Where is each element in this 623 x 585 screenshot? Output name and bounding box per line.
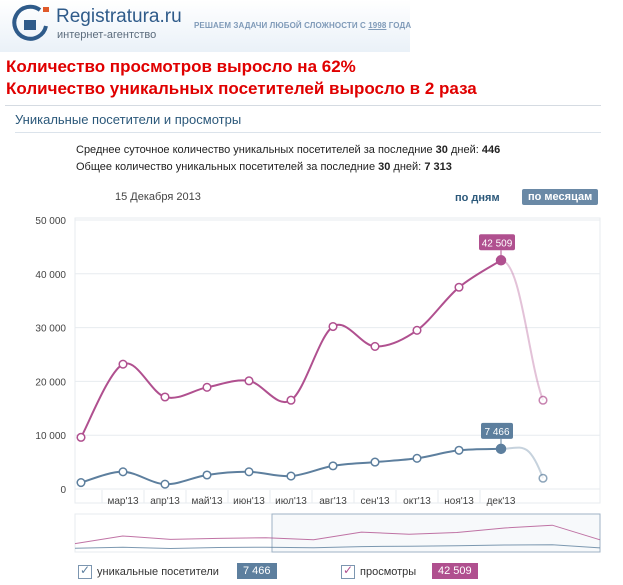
x-tick-label: авг'13 bbox=[319, 496, 347, 507]
x-tick-label: июн'13 bbox=[233, 496, 265, 507]
data-point-unique[interactable] bbox=[76, 477, 86, 488]
y-tick-label: 10 000 bbox=[35, 431, 66, 442]
y-tick-label: 50 000 bbox=[35, 216, 66, 227]
data-point-views[interactable] bbox=[538, 395, 548, 405]
panel-title: Уникальные посетители и просмотры bbox=[15, 112, 242, 127]
views-value-badge: 42 509 bbox=[432, 563, 478, 579]
plot-area bbox=[74, 217, 601, 504]
tagline-text: РЕШАЕМ ЗАДАЧИ ЛЮБОЙ СЛОЖНОСТИ С bbox=[194, 21, 369, 30]
stat-text: дней: bbox=[390, 161, 425, 173]
y-tick-label: 20 000 bbox=[35, 377, 66, 388]
stat-daily-average: Среднее суточное количество уникальных п… bbox=[76, 144, 500, 156]
data-point-views[interactable] bbox=[370, 341, 380, 351]
date-label: 15 Декабря 2013 bbox=[115, 191, 201, 203]
value-flag-views bbox=[479, 234, 515, 251]
series-tail-views bbox=[500, 259, 544, 401]
data-point-views[interactable] bbox=[454, 282, 464, 292]
data-point-views[interactable] bbox=[495, 255, 507, 266]
data-point-views[interactable] bbox=[244, 376, 254, 386]
data-point-views[interactable] bbox=[328, 321, 338, 332]
data-point-unique[interactable] bbox=[244, 467, 254, 477]
legend-label-unique: уникальные посетители bbox=[97, 566, 219, 578]
stat-days: 30 bbox=[435, 144, 448, 156]
data-point-views[interactable] bbox=[286, 395, 296, 405]
data-point-unique[interactable] bbox=[412, 453, 422, 463]
data-point-views[interactable] bbox=[412, 325, 422, 335]
headline-views: Количество просмотров выросло на 62% bbox=[6, 57, 356, 76]
x-tick-label: ноя'13 bbox=[444, 496, 474, 507]
stat-text: Общее количество уникальных посетителей … bbox=[76, 161, 379, 173]
y-tick-label: 30 000 bbox=[35, 324, 66, 335]
x-tick-label: дек'13 bbox=[487, 496, 516, 507]
data-point-unique[interactable] bbox=[538, 473, 548, 483]
data-point-unique[interactable] bbox=[202, 470, 212, 480]
stat-value: 7 313 bbox=[424, 161, 452, 173]
stat-value: 446 bbox=[481, 144, 501, 156]
value-flag-label: 42 509 bbox=[482, 238, 513, 249]
legend: уникальные посетители 7 466 просмотры 42… bbox=[78, 563, 598, 583]
stat-days: 30 bbox=[378, 161, 391, 173]
unique-checkbox[interactable] bbox=[78, 563, 92, 579]
x-tick-label: июл'13 bbox=[275, 496, 307, 507]
data-point-unique[interactable] bbox=[160, 479, 170, 489]
stat-text: Среднее суточное количество уникальных п… bbox=[76, 144, 436, 156]
tagline-end: ГОДА bbox=[386, 21, 412, 30]
x-tick-label: май'13 bbox=[191, 496, 222, 507]
overview-line-unique bbox=[74, 544, 601, 550]
value-flag-unique bbox=[481, 422, 513, 439]
by-months-button[interactable]: по месяцам bbox=[522, 189, 599, 205]
value-flag-label: 7 466 bbox=[484, 427, 509, 438]
unique-value-badge: 7 466 bbox=[237, 563, 277, 579]
views-checkbox[interactable] bbox=[341, 563, 355, 579]
data-point-unique[interactable] bbox=[495, 443, 507, 455]
data-point-unique[interactable] bbox=[370, 457, 380, 467]
legend-item-unique[interactable]: уникальные посетители bbox=[78, 563, 219, 581]
data-point-unique[interactable] bbox=[118, 467, 128, 477]
data-point-views[interactable] bbox=[118, 359, 128, 369]
by-days-button[interactable]: по дням bbox=[455, 192, 500, 204]
legend-label-views: просмотры bbox=[360, 566, 417, 578]
y-tick-label: 40 000 bbox=[35, 270, 66, 281]
x-tick-label: окт'13 bbox=[403, 496, 431, 507]
data-point-unique[interactable] bbox=[454, 445, 464, 455]
data-point-views[interactable] bbox=[76, 432, 86, 442]
brand-subtitle: интернет-агентство bbox=[57, 29, 157, 41]
tagline: РЕШАЕМ ЗАДАЧИ ЛЮБОЙ СЛОЖНОСТИ С 1998 ГОД… bbox=[194, 21, 411, 30]
stat-text: дней: bbox=[447, 144, 482, 156]
data-point-unique[interactable] bbox=[286, 471, 296, 481]
logo-icon bbox=[12, 4, 49, 41]
data-point-views[interactable] bbox=[160, 392, 170, 402]
x-tick-label: апр'13 bbox=[150, 496, 180, 507]
data-point-views[interactable] bbox=[202, 382, 212, 392]
data-point-unique[interactable] bbox=[328, 461, 338, 471]
site-header: Registratura.ru интернет-агентство РЕШАЕ… bbox=[0, 0, 411, 52]
divider bbox=[15, 132, 601, 133]
tagline-year: 1998 bbox=[368, 21, 387, 30]
headline-unique: Количество уникальных посетителей выросл… bbox=[6, 79, 477, 98]
brand-name[interactable]: Registratura.ru bbox=[56, 6, 182, 27]
stat-total-unique: Общее количество уникальных посетителей … bbox=[76, 161, 452, 173]
overview-line-views bbox=[74, 524, 601, 545]
x-tick-label: мар'13 bbox=[107, 496, 138, 507]
y-tick-label: 0 bbox=[60, 485, 66, 496]
legend-item-views[interactable]: просмотры bbox=[341, 563, 416, 581]
x-tick-label: сен'13 bbox=[360, 496, 390, 507]
